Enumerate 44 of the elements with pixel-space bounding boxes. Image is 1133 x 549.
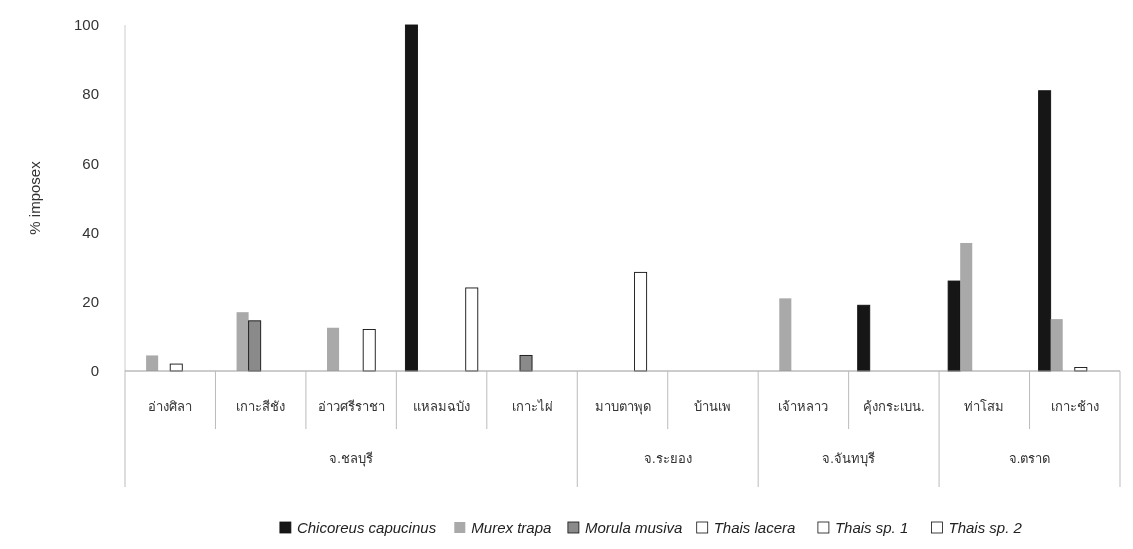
bar	[248, 320, 262, 372]
x-tick-label: แหลมฉบัง	[413, 399, 471, 414]
bar	[634, 271, 648, 372]
bar	[327, 327, 340, 371]
legend-label: Thais lacera	[713, 519, 796, 536]
bar	[519, 354, 533, 372]
x-tick-label: อ่างศิลา	[148, 399, 193, 414]
x-tick-label: เกาะช้าง	[1050, 399, 1099, 414]
bar	[169, 363, 183, 372]
legend-label: Thais sp. 2	[948, 519, 1023, 536]
y-tick-label: 20	[82, 293, 99, 311]
x-tick-label: เกาะไผ่	[511, 399, 553, 414]
text: จ.ระยอง	[643, 451, 692, 466]
legend-label: Thais sp. 1	[834, 519, 909, 536]
bar	[236, 312, 249, 371]
x-tick-label: เจ้าหลาว	[778, 399, 829, 414]
text: จ.ชลบุรี	[329, 451, 373, 467]
y-tick-label: 80	[82, 85, 99, 103]
y-tick-label: 0	[90, 362, 99, 380]
x-tick-label: ท่าโสม	[964, 399, 1005, 414]
bar	[1050, 319, 1063, 371]
bar	[857, 304, 871, 372]
legend-label: Chicoreus capucinus	[296, 519, 437, 536]
x-tick-label: อ่าวศรีราชา	[317, 399, 385, 414]
bar	[404, 24, 418, 372]
y-tick-label: 40	[82, 223, 99, 241]
bar	[465, 287, 479, 372]
bar	[947, 280, 961, 372]
x-tick-label: บ้านเพ	[694, 399, 732, 414]
y-tick-label: 60	[82, 154, 99, 172]
bar	[1038, 90, 1052, 372]
bar	[779, 298, 792, 371]
text: จ.ตราด	[1008, 451, 1051, 466]
y-axis-title: % imposex	[26, 160, 43, 235]
legend-label: Murex trapa	[471, 519, 552, 536]
bar	[146, 355, 159, 371]
x-tick-label: คุ้งกระเบน.	[863, 399, 925, 415]
text: จ.จันทบุรี	[822, 451, 875, 467]
bar	[362, 329, 376, 372]
legend-label: Morula musiva	[584, 519, 683, 536]
bar	[960, 242, 973, 371]
y-tick-label: 100	[73, 16, 99, 34]
x-tick-label: มาบตาพุด	[594, 399, 651, 415]
x-tick-label: เกาะสีชัง	[236, 399, 286, 414]
